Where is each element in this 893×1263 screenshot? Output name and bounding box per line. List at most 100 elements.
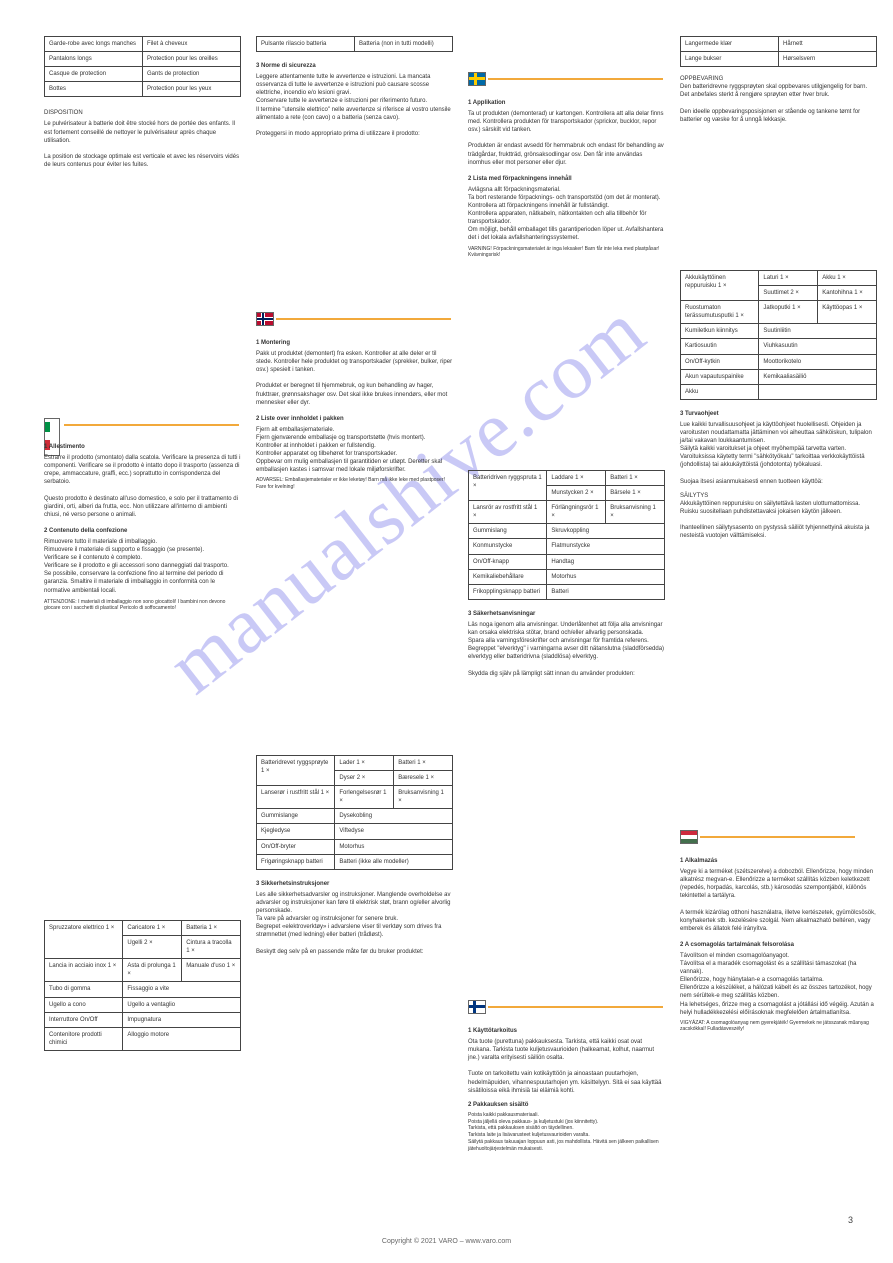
rule-no [276,318,451,320]
text-it-2: Rimuovere tutto il materiale di imballag… [44,538,241,595]
col1-italian-table: Spruzzatore elettrico 1 × Caricatore 1 ×… [44,920,241,1051]
cell: Filet à cheveux [143,37,241,52]
cell: Forlengelsesrør 1 × [335,786,394,809]
cell: Ugello a cono [45,997,123,1012]
cell: Bottes [45,82,143,97]
table-row: Lanserør i rustfritt stål 1 × Forlengels… [257,786,453,809]
col3-swedish-table: Batteridriven ryggspruta 1 × Laddare 1 ×… [468,470,665,681]
cell: Batteri (ikke alle modeller) [335,854,453,869]
cell: Lader 1 × [335,756,394,771]
flag-se-icon [468,72,486,86]
cell: Interruttore On/Off [45,1012,123,1027]
cell: Pantalons longs [45,52,143,67]
cell: Moottorikotelo [759,354,877,369]
cell: Spruzzatore elettrico 1 × [45,921,123,959]
flag-hu-icon [680,830,698,844]
table-row: On/Off-knappHandtag [469,554,665,569]
cell: Casque de protection [45,67,143,82]
cell: Batteria 1 × [182,921,241,936]
col4-top-block: Langermede klærHårnett Lange bukserHørse… [680,36,877,127]
cell: Lanserør i rustfritt stål 1 × [257,786,335,809]
cell: Laturi 1 × [759,271,818,286]
table-it-contents: Spruzzatore elettrico 1 × Caricatore 1 ×… [44,920,241,1051]
text-fi-safety: Lue kaikki turvallisuusohjeet ja käyttöo… [680,421,877,486]
table-row: Spruzzatore elettrico 1 × Caricatore 1 ×… [45,921,241,936]
heading-disposition: DISPOSITION [44,109,241,117]
col3-swedish-block: 1 Applikation Ta ut produkten (demontera… [468,96,665,262]
cell: Skruvkoppling [547,524,665,539]
table-row: KonmunstyckeFlatmunstycke [469,539,665,554]
page-footer: Copyright © 2021 VARO – www.varo.com [0,1238,893,1245]
cell: Manuale d'uso 1 × [182,959,241,982]
cell: On/Off-kytkin [681,354,759,369]
heading-no-2: 2 Liste over innholdet i pakken [256,415,453,423]
col2-top-table: Pulsante rilascio batteriaBatteria (non … [256,36,453,141]
text-fi-1: Ota tuote (purettuna) pakkauksesta. Tark… [468,1038,665,1095]
cell: Caricatore 1 × [123,921,182,936]
table-row: Frigøringsknapp batteriBatteri (ikke all… [257,854,453,869]
cell: Dyser 2 × [335,771,394,786]
cell: Ruostumaton terässumutusputki 1 × [681,301,759,324]
table-row: GummislangeDysekobling [257,809,453,824]
heading-it-2: 2 Contenuto della confezione [44,527,241,535]
text-no-safety: Les alle sikkerhetsadvarsler og instruks… [256,891,453,956]
heading-se-3: 3 Säkerhetsanvisningar [468,610,665,618]
text-fi-2: Poista kaikki pakkausmateriaali. Poista … [468,1112,665,1153]
cell: Bæresele 1 × [394,771,453,786]
flag-no-icon [256,312,274,326]
cell: On/Off-bryter [257,839,335,854]
cell: Asta di prolunga 1 × [123,959,182,982]
text-no-1: Pakk ut produktet (demontert) fra esken.… [256,350,453,407]
cell: Akkukäyttöinen reppuruisku 1 × [681,271,759,301]
warning-hu: VIGYÁZAT: A csomagolóanyag nem gyerekját… [680,1020,877,1034]
heading-no-3: 3 Sikkerhetsinstruksjoner [256,880,453,888]
cell: Batteri 1 × [394,756,453,771]
table-row: Langermede klærHårnett [681,37,877,52]
rule-it [64,424,239,426]
cell: Bärsele 1 × [606,486,665,501]
cell: Kemikaliebehållare [469,569,547,584]
table-row: Casque de protectionGants de protection [45,67,241,82]
cell: Handtag [547,554,665,569]
table-row: Akkukäyttöinen reppuruisku 1 × Laturi 1 … [681,271,877,286]
cell: Jatkoputki 1 × [759,301,818,324]
flag-it-icon [44,418,60,430]
cell: Impugnatura [123,1012,241,1027]
cell: Gummislang [469,524,547,539]
cell: Viuhkasuutin [759,339,877,354]
flag-fi-icon [468,1000,486,1014]
cell: Hårnett [779,37,877,52]
table-row: Ruostumaton terässumutusputki 1 × Jatkop… [681,301,877,324]
cell: Protection pour les yeux [143,82,241,97]
heading-fi-3: 3 Turvaohjeet [680,410,877,418]
text-it-safety: Leggere attentamente tutte le avvertenze… [256,73,453,138]
cell: Motorhus [547,569,665,584]
table-row: Ugello a conoUgello a ventaglio [45,997,241,1012]
heading-fi-1: 1 Käyttötarkoitus [468,1027,665,1035]
heading-hu-1: 1 Alkalmazás [680,857,877,865]
cell: Ugelli 2 × [123,936,182,959]
text-se-safety: Läs noga igenom alla anvisningar. Underl… [468,621,665,678]
cell: Lancia in acciaio inox 1 × [45,959,123,982]
text-no-storage: OPPBEVARING Den batteridrevne ryggsprøyt… [680,75,877,124]
col1-block-a: Garde-robe avec longs manchesFilet à che… [44,36,241,172]
cell: Dysekobling [335,809,453,824]
cell: Suutinliitin [759,324,877,339]
text-se-1: Ta ut produkten (demonterad) ur kartonge… [468,110,665,167]
heading-hu-2: 2 A csomagolás tartalmának felsorolása [680,941,877,949]
cell: Akku 1 × [818,271,877,286]
table-fi-contents: Akkukäyttöinen reppuruisku 1 × Laturi 1 … [680,270,877,400]
text-no-2: Fjern alt emballasjemateriale. Fjern gje… [256,426,453,475]
cell: Batteri 1 × [606,471,665,486]
cell: Ugello a ventaglio [123,997,241,1012]
table-row: Lansrör av rostfritt stål 1 × Förlängnin… [469,501,665,524]
cell: Cintura a tracolla 1 × [182,936,241,959]
cell: Kantohihna 1 × [818,286,877,301]
table-row: KartiosuutinViuhkasuutin [681,339,877,354]
warning-it: ATTENZIONE: I materiali di imballaggio n… [44,599,241,613]
cell: Kemikaaliasäiliö [759,369,877,384]
table-row: Pantalons longsProtection pour les oreil… [45,52,241,67]
cell [759,384,877,399]
cell: Kartiosuutin [681,339,759,354]
table-row: On/Off-bryterMotorhus [257,839,453,854]
